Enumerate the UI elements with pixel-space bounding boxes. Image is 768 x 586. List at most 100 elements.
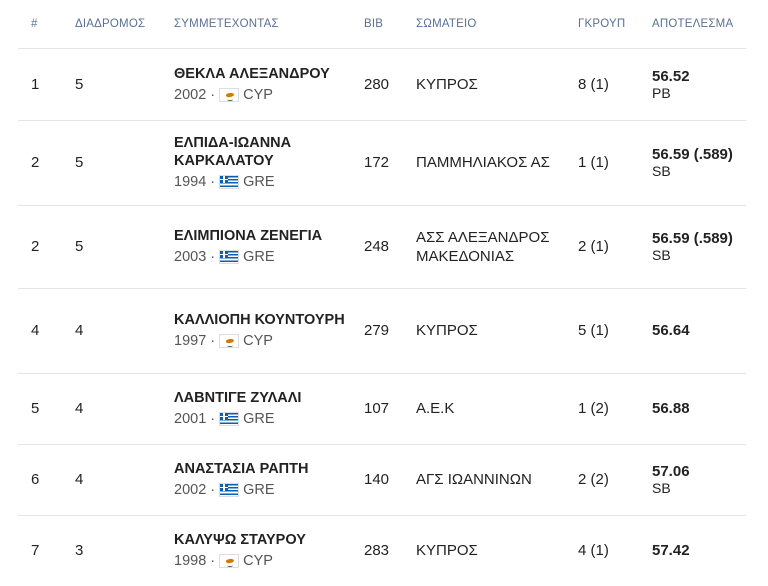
rank-cell: 5 [18, 373, 75, 445]
result-cell: 56.88 [652, 373, 746, 445]
birth-year: 1997 · [174, 333, 216, 349]
bib-cell: 280 [364, 48, 416, 121]
table-row[interactable]: 4 4 ΚΑΛΛΙΟΠΗ ΚΟΥΝΤΟΥΡΗ 1997 · CYP 279 ΚΥΠΡΟΣ 5 … [18, 288, 746, 374]
table-row[interactable]: 2 5 ΕΛΠΙΔΑ-ΙΩΑΝΝΑ ΚΑΡΚΑΛΑΤΟΥ 1994 · GRE 172 ΠΑ… [18, 120, 746, 206]
bib-cell: 283 [364, 515, 416, 586]
club-cell[interactable]: Α.Ε.Κ [416, 373, 578, 445]
birth-year: 1994 · [174, 174, 216, 190]
group-cell: 1 (2) [578, 373, 652, 445]
result-time: 56.59 (.589) [652, 146, 733, 163]
country-code: CYP [243, 333, 273, 349]
table-row[interactable]: 2 5 ΕΛΙΜΠΙΟΝΑ ΖΕΝΕΓΙΑ 2003 · GRE 248 ΑΣΣ ΑΛΕΞΑ… [18, 205, 746, 289]
athlete-cell: ΚΑΛΛΙΟΠΗ ΚΟΥΝΤΟΥΡΗ 1997 · CYP [174, 288, 364, 374]
club-cell[interactable]: ΚΥΠΡΟΣ [416, 515, 578, 586]
bib-cell: 248 [364, 205, 416, 289]
result-cell: 56.52 PB [652, 48, 746, 121]
country-code: GRE [243, 249, 275, 265]
table-row[interactable]: 1 5 ΘΕΚΛΑ ΑΛΕΞΑΝΔΡΟΥ 2002 · CYP 280 ΚΥΠΡΟΣ 8 (1… [18, 48, 746, 121]
result-cell: 56.59 (.589) SB [652, 120, 746, 206]
club-cell[interactable]: ΑΓΣ ΙΩΑΝΝΙΝΩΝ [416, 444, 578, 516]
record-badge: PB [652, 84, 671, 101]
country-code: GRE [243, 174, 275, 190]
group-cell: 2 (1) [578, 205, 652, 289]
table-header-row: # ΔΙΑΔΡΟΜΟΣ ΣΥΜΜΕΤΕΧΟΝΤΑΣ BIB ΣΩΜΑΤΕΙΟ Γ… [18, 0, 746, 49]
record-badge: SB [652, 480, 671, 496]
result-cell: 57.06 SB [652, 444, 746, 516]
greece-flag-icon [219, 412, 240, 426]
club-cell[interactable]: ΚΥΠΡΟΣ [416, 48, 578, 121]
athlete-name-link[interactable]: ΘΕΚΛΑ ΑΛΕΞΑΝΔΡΟΥ [174, 65, 330, 82]
athlete-meta: 2002 · CYP [174, 86, 364, 104]
rank-cell: 7 [18, 515, 75, 586]
greece-flag-icon [219, 175, 240, 189]
country-code: CYP [243, 553, 273, 569]
result-time: 57.06 [652, 463, 690, 480]
column-header-rank[interactable]: # [18, 0, 75, 49]
rank-cell: 1 [18, 48, 75, 121]
result-cell: 56.59 (.589) SB [652, 205, 746, 289]
bib-cell: 279 [364, 288, 416, 374]
country-code: CYP [243, 86, 273, 103]
bib-cell: 140 [364, 444, 416, 516]
athlete-name-link[interactable]: ΕΛΙΜΠΙΟΝΑ ΖΕΝΕΓΙΑ [174, 228, 323, 244]
club-cell[interactable]: ΠΑΜΜΗΛΙΑΚΟΣ ΑΣ [416, 120, 578, 206]
group-cell: 5 (1) [578, 288, 652, 374]
athlete-cell: ΘΕΚΛΑ ΑΛΕΞΑΝΔΡΟΥ 2002 · CYP [174, 48, 364, 121]
column-header-lane[interactable]: ΔΙΑΔΡΟΜΟΣ [75, 0, 174, 49]
athlete-name-link[interactable]: ΚΑΛΛΙΟΠΗ ΚΟΥΝΤΟΥΡΗ [174, 312, 345, 328]
athlete-name-link[interactable]: ΕΛΠΙΔΑ-ΙΩΑΝΝΑ ΚΑΡΚΑΛΑΤΟΥ [174, 135, 292, 169]
birth-year: 2001 · [174, 411, 216, 427]
lane-cell: 4 [75, 373, 174, 445]
lane-cell: 4 [75, 288, 174, 374]
result-time: 56.64 [652, 322, 690, 339]
group-cell: 1 (1) [578, 120, 652, 206]
birth-year: 2003 · [174, 249, 216, 265]
table-row[interactable]: 7 3 ΚΑΛΥΨΩ ΣΤΑΥΡΟΥ 1998 · CYP 283 ΚΥΠΡΟΣ 4 (1) 5… [18, 515, 746, 586]
rank-cell: 6 [18, 444, 75, 516]
column-header-group[interactable]: ΓΚΡΟΥΠ [578, 0, 652, 49]
athlete-meta: 2001 · GRE [174, 410, 364, 428]
result-cell: 56.64 [652, 288, 746, 374]
country-code: GRE [243, 411, 275, 427]
record-badge: SB [652, 247, 671, 263]
result-cell: 57.42 [652, 515, 746, 586]
cyprus-flag-icon [219, 554, 240, 568]
athlete-cell: ΕΛΙΜΠΙΟΝΑ ΖΕΝΕΓΙΑ 2003 · GRE [174, 205, 364, 289]
column-header-result[interactable]: ΑΠΟΤΕΛΕΣΜΑ [652, 0, 746, 49]
table-row[interactable]: 6 4 ΑΝΑΣΤΑΣΙΑ ΡΑΠΤΗ 2002 · GRE 140 ΑΓΣ ΙΩΑΝΝΙΝ… [18, 444, 746, 516]
result-time: 57.42 [652, 542, 690, 559]
column-header-athlete[interactable]: ΣΥΜΜΕΤΕΧΟΝΤΑΣ [174, 0, 364, 49]
column-header-club[interactable]: ΣΩΜΑΤΕΙΟ [416, 0, 578, 49]
rank-cell: 2 [18, 205, 75, 289]
rank-cell: 4 [18, 288, 75, 374]
athlete-cell: ΑΝΑΣΤΑΣΙΑ ΡΑΠΤΗ 2002 · GRE [174, 444, 364, 516]
birth-year: 1998 · [174, 553, 216, 569]
club-cell[interactable]: ΑΣΣ ΑΛΕΞΑΝΔΡΟΣ ΜΑΚΕΔΟΝΙΑΣ [416, 205, 578, 289]
bib-cell: 107 [364, 373, 416, 445]
record-badge: SB [652, 163, 671, 179]
athlete-meta: 1997 · CYP [174, 332, 364, 350]
result-time: 56.88 [652, 400, 690, 417]
bib-cell: 172 [364, 120, 416, 206]
lane-cell: 5 [75, 48, 174, 121]
athlete-meta: 1994 · GRE [174, 173, 364, 191]
column-header-bib[interactable]: BIB [364, 0, 416, 49]
country-code: GRE [243, 482, 275, 498]
lane-cell: 5 [75, 120, 174, 206]
athlete-name-link[interactable]: ΚΑΛΥΨΩ ΣΤΑΥΡΟΥ [174, 532, 306, 548]
results-table: # ΔΙΑΔΡΟΜΟΣ ΣΥΜΜΕΤΕΧΟΝΤΑΣ BIB ΣΩΜΑΤΕΙΟ Γ… [18, 0, 746, 586]
group-cell: 4 (1) [578, 515, 652, 586]
cyprus-flag-icon [219, 87, 240, 102]
greece-flag-icon [219, 483, 240, 497]
result-time: 56.52 [652, 67, 690, 85]
result-time: 56.59 (.589) [652, 230, 733, 247]
athlete-meta: 2003 · GRE [174, 248, 364, 266]
athlete-name-link[interactable]: ΛΑΒΝΤΙΓΕ ΖΥΛΑΛΙ [174, 390, 302, 406]
club-cell[interactable]: ΚΥΠΡΟΣ [416, 288, 578, 374]
lane-cell: 5 [75, 205, 174, 289]
athlete-name-link[interactable]: ΑΝΑΣΤΑΣΙΑ ΡΑΠΤΗ [174, 461, 309, 477]
athlete-meta: 1998 · CYP [174, 552, 364, 570]
table-row[interactable]: 5 4 ΛΑΒΝΤΙΓΕ ΖΥΛΑΛΙ 2001 · GRE 107 Α.Ε.Κ 1 (2) 5… [18, 373, 746, 445]
birth-year: 2002 · [174, 86, 216, 103]
athlete-cell: ΛΑΒΝΤΙΓΕ ΖΥΛΑΛΙ 2001 · GRE [174, 373, 364, 445]
